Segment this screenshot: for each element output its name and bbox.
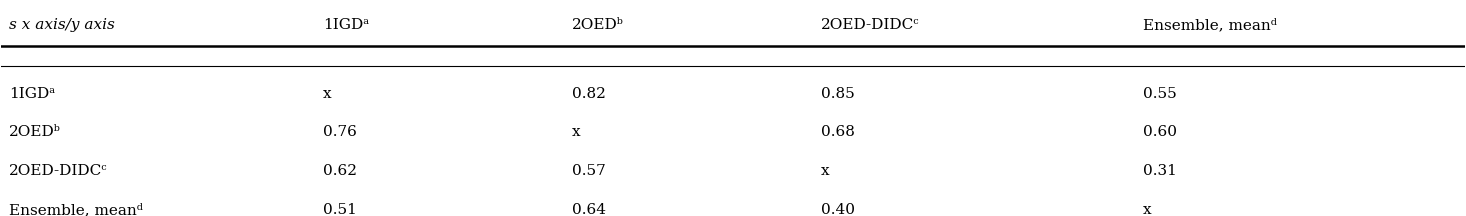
Text: 2OED-DIDCᶜ: 2OED-DIDCᶜ (821, 18, 919, 32)
Text: x: x (324, 87, 331, 101)
Text: 0.82: 0.82 (572, 87, 605, 101)
Text: 0.55: 0.55 (1142, 87, 1176, 101)
Text: Ensemble, meanᵈ: Ensemble, meanᵈ (9, 203, 142, 216)
Text: x: x (1142, 203, 1151, 216)
Text: s x axis/y axis: s x axis/y axis (9, 18, 114, 32)
Text: 0.60: 0.60 (1142, 125, 1177, 140)
Text: 0.51: 0.51 (324, 203, 358, 216)
Text: 0.76: 0.76 (324, 125, 358, 140)
Text: 0.57: 0.57 (572, 164, 605, 178)
Text: 2OED-DIDCᶜ: 2OED-DIDCᶜ (9, 164, 107, 178)
Text: x: x (821, 164, 830, 178)
Text: 2OEDᵇ: 2OEDᵇ (572, 18, 625, 32)
Text: x: x (572, 125, 581, 140)
Text: 1IGDᵃ: 1IGDᵃ (324, 18, 369, 32)
Text: 0.64: 0.64 (572, 203, 605, 216)
Text: 0.62: 0.62 (324, 164, 358, 178)
Text: 0.68: 0.68 (821, 125, 855, 140)
Text: 0.85: 0.85 (821, 87, 855, 101)
Text: 0.31: 0.31 (1142, 164, 1177, 178)
Text: Ensemble, meanᵈ: Ensemble, meanᵈ (1142, 18, 1277, 32)
Text: 0.40: 0.40 (821, 203, 855, 216)
Text: 1IGDᵃ: 1IGDᵃ (9, 87, 54, 101)
Text: 2OEDᵇ: 2OEDᵇ (9, 125, 60, 140)
